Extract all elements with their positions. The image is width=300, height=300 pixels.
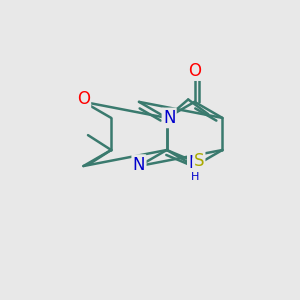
Text: N: N [133, 156, 145, 174]
Text: H: H [190, 172, 199, 182]
Text: O: O [188, 61, 201, 80]
Text: O: O [77, 90, 90, 108]
Text: N: N [163, 109, 175, 127]
Text: N: N [188, 154, 201, 172]
Text: S: S [194, 152, 204, 170]
